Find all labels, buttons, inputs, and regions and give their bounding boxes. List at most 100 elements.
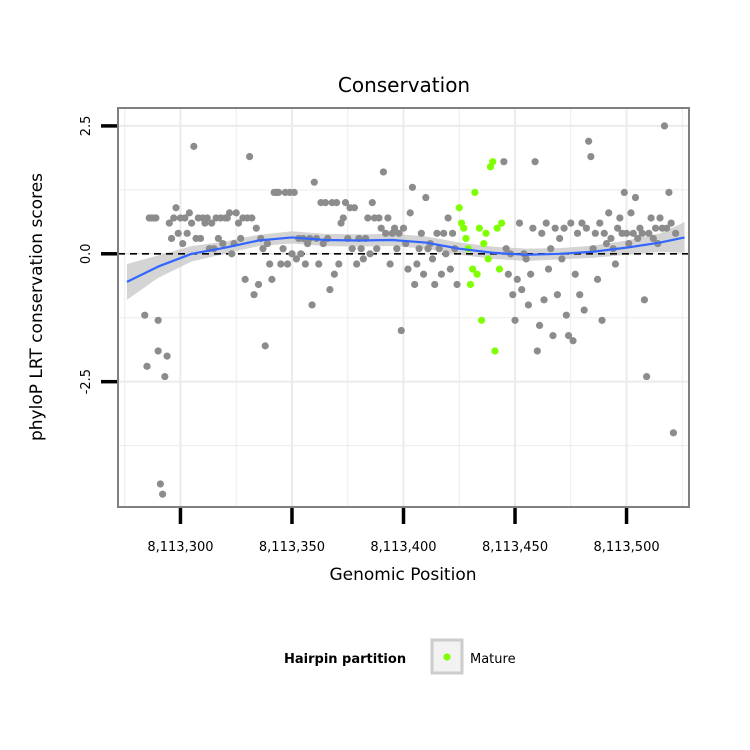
point-other: [614, 224, 622, 232]
point-other: [411, 280, 419, 289]
point-other: [310, 178, 318, 186]
point-other: [527, 270, 535, 278]
point-other: [234, 219, 243, 227]
point-other: [279, 245, 287, 253]
point-other: [290, 188, 298, 197]
point-other: [154, 347, 162, 355]
point-other: [647, 214, 655, 222]
point-other: [141, 311, 149, 319]
point-mature: [466, 280, 475, 289]
point-other: [167, 234, 176, 243]
point-other: [159, 490, 167, 498]
point-other: [524, 301, 533, 309]
point-other: [368, 199, 376, 207]
point-other: [531, 158, 539, 166]
point-mature: [491, 347, 499, 355]
point-mature: [462, 234, 470, 243]
point-other: [404, 265, 412, 273]
point-other: [435, 245, 443, 253]
point-other: [607, 234, 615, 243]
point-other: [620, 188, 628, 197]
point-other: [549, 332, 557, 340]
point-mature: [473, 270, 481, 278]
point-other: [547, 245, 555, 253]
point-other: [562, 311, 570, 319]
point-other: [593, 275, 602, 283]
point-other: [357, 245, 365, 253]
point-mature: [489, 158, 497, 166]
point-other: [600, 229, 608, 237]
point-other: [237, 234, 245, 243]
point-other: [645, 229, 653, 237]
point-other: [350, 204, 359, 212]
x-tick-label: 8,113,300: [147, 540, 213, 555]
point-other: [348, 245, 356, 253]
point-other: [587, 152, 595, 161]
point-other: [533, 347, 541, 355]
point-other: [433, 229, 441, 237]
point-other: [672, 229, 680, 237]
point-other: [214, 234, 222, 243]
y-tick-label: -2.5: [79, 369, 94, 394]
point-other: [622, 229, 631, 237]
x-tick-label: 8,113,350: [259, 540, 325, 555]
point-other: [183, 229, 191, 237]
point-other: [513, 275, 521, 283]
point-other: [428, 255, 437, 263]
point-other: [591, 229, 599, 237]
point-mature: [471, 188, 479, 197]
point-other: [241, 275, 249, 283]
point-other: [203, 214, 211, 222]
point-other: [660, 122, 669, 130]
point-other: [315, 260, 323, 268]
point-other: [397, 326, 405, 335]
y-axis-title: phyloP LRT conservation scores: [27, 173, 47, 441]
point-other: [535, 321, 544, 330]
point-other: [274, 188, 283, 197]
point-other: [522, 255, 530, 263]
point-mature: [475, 224, 483, 232]
point-other: [444, 214, 452, 222]
point-other: [321, 199, 330, 207]
point-other: [254, 280, 263, 289]
point-other: [250, 291, 258, 299]
x-axis-title: Genomic Position: [329, 565, 476, 585]
point-mature: [484, 255, 492, 263]
point-other: [596, 219, 604, 227]
point-other: [515, 219, 524, 227]
point-other: [154, 316, 162, 324]
point-other: [406, 209, 414, 217]
point-mature: [455, 204, 463, 212]
y-tick-label: 2.5: [79, 116, 94, 137]
point-other: [366, 250, 374, 258]
point-other: [453, 280, 461, 289]
point-other: [540, 296, 548, 304]
point-other: [582, 224, 590, 232]
point-other: [163, 352, 171, 360]
point-other: [353, 260, 361, 268]
point-other: [567, 219, 575, 227]
point-other: [502, 245, 510, 253]
point-other: [580, 306, 588, 314]
point-other: [143, 362, 151, 370]
point-other: [651, 224, 660, 232]
point-other: [504, 270, 512, 278]
point-other: [292, 255, 301, 263]
point-other: [188, 219, 196, 227]
point-mature: [460, 224, 468, 232]
point-other: [208, 219, 216, 227]
point-other: [219, 239, 227, 248]
point-other: [190, 142, 198, 150]
point-other: [288, 250, 296, 258]
point-other: [437, 270, 446, 278]
plot-panel-border: [117, 107, 690, 508]
point-other: [228, 250, 236, 258]
point-other: [379, 168, 388, 176]
point-other: [649, 234, 657, 243]
point-other: [364, 214, 372, 222]
point-other: [569, 337, 577, 345]
point-other: [384, 214, 392, 222]
point-other: [326, 285, 334, 294]
point-other: [390, 224, 399, 232]
